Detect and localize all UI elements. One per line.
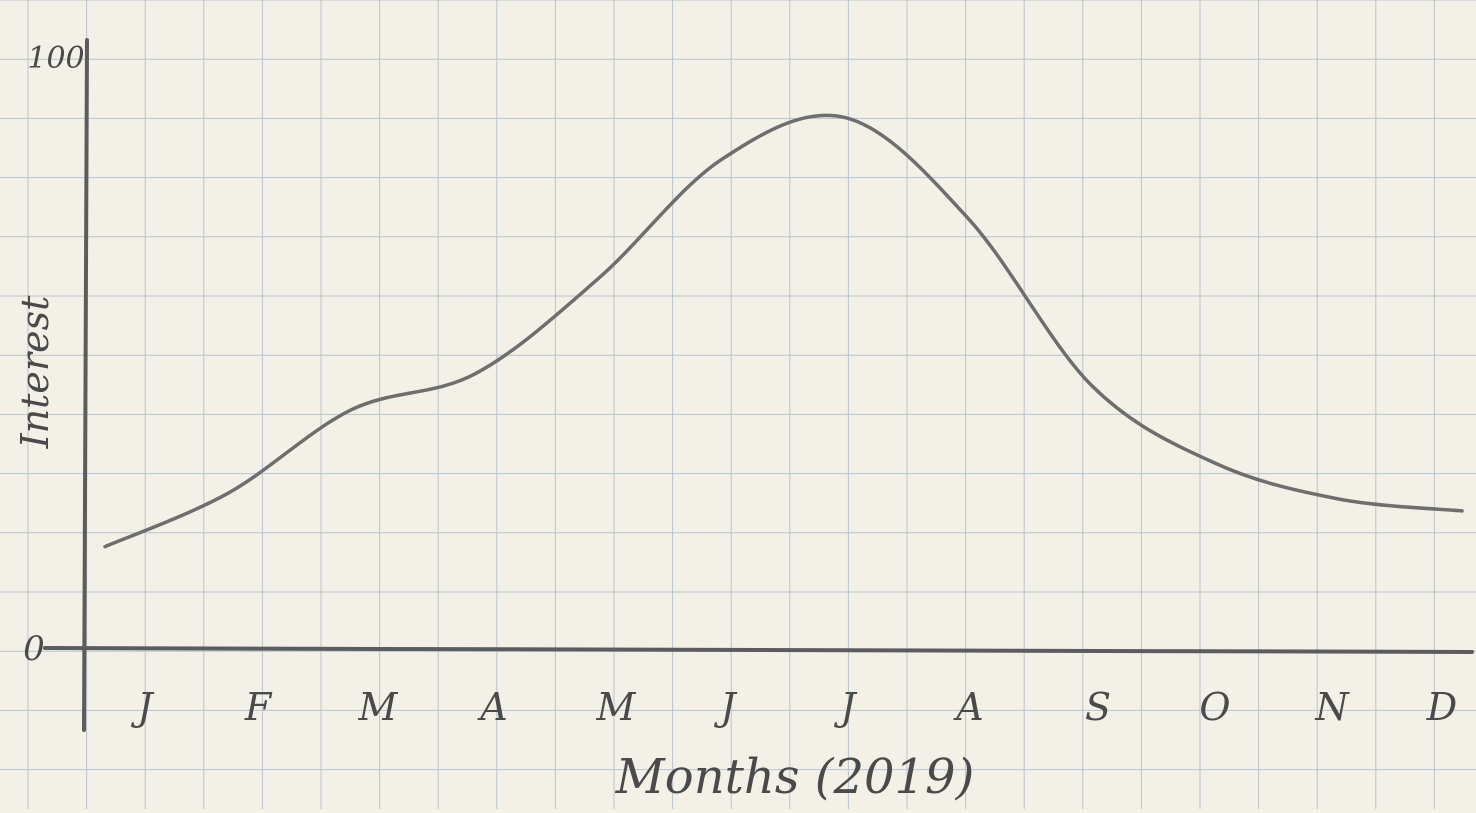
y-tick-100: 100 (27, 41, 84, 76)
data-point (1214, 462, 1217, 465)
x-axis (43, 646, 1474, 654)
y-tick-labels: 0 100 (23, 41, 84, 669)
data-point (1091, 384, 1093, 387)
x-axis-label: Months (2019) (615, 749, 975, 805)
x-tick-label: D (1426, 685, 1457, 729)
data-point (597, 277, 600, 280)
data-point (721, 158, 723, 161)
x-tick-label: A (953, 685, 983, 729)
data-point (1461, 510, 1463, 512)
x-tick-label: O (1199, 685, 1230, 729)
y-axis (82, 38, 89, 732)
data-point (227, 492, 230, 494)
data-point (1337, 498, 1340, 500)
x-tick-label: M (596, 685, 637, 729)
data-point (104, 545, 106, 548)
y-axis-label: Interest (13, 295, 57, 449)
x-tick-label: S (1085, 685, 1111, 729)
series (103, 113, 1464, 549)
data-point (350, 408, 353, 411)
data-point (844, 116, 846, 119)
x-tick-label: N (1314, 685, 1350, 729)
x-tick-label: F (244, 685, 273, 729)
data-point (967, 218, 970, 220)
y-tick-0: 0 (23, 629, 45, 669)
data-point (474, 373, 476, 375)
x-tick-label: M (358, 685, 399, 729)
x-tick-label: A (477, 685, 507, 729)
